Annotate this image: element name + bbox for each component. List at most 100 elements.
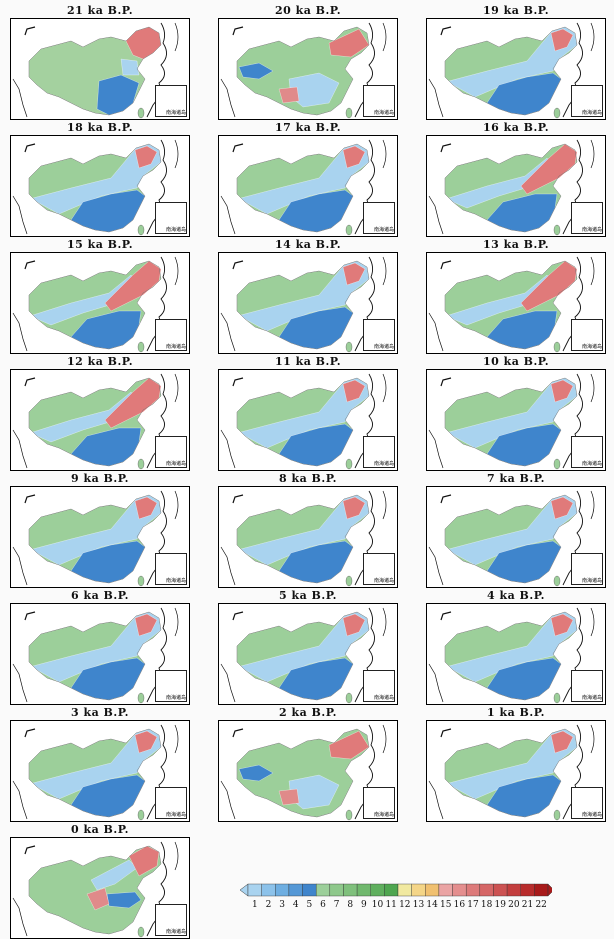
map-panel: 19 ka B.P. 南海诸岛: [426, 4, 606, 120]
colorbar-max-arrow: [547, 883, 555, 897]
panel-title: 11 ka B.P.: [274, 355, 342, 368]
colorbar-swatch: [315, 883, 331, 897]
china-map: [220, 22, 387, 119]
inset-label: 南海诸岛: [165, 110, 186, 116]
colorbar-tick-label: 1: [251, 900, 258, 910]
south-china-sea-inset: [363, 553, 395, 585]
south-china-sea-inset: [363, 85, 395, 117]
colorbar-swatch: [493, 883, 508, 897]
map-frame: 南海诸岛: [10, 252, 190, 354]
china-map: [220, 724, 387, 821]
inset-label: 南海诸岛: [373, 110, 394, 116]
colorbar-swatch: [397, 883, 412, 897]
panel-title: 18 ka B.P.: [66, 121, 134, 134]
colorbar-swatch: [261, 883, 276, 897]
map-panel: 4 ka B.P. 南海诸岛: [426, 589, 606, 705]
colorbar-swatch: [506, 883, 521, 897]
map-panel: 8 ka B.P. 南海诸岛: [218, 472, 398, 588]
colorbar-tick-label: 2: [265, 900, 272, 910]
panel-title: 4 ka B.P.: [487, 589, 545, 602]
map-frame: 南海诸岛: [218, 369, 398, 471]
china-map: [12, 841, 179, 938]
panel-title: 21 ka B.P.: [66, 4, 134, 17]
map-frame: 南海诸岛: [218, 486, 398, 588]
inset-label: 南海诸岛: [165, 461, 186, 467]
china-map: [428, 490, 595, 587]
map-frame: 南海诸岛: [426, 369, 606, 471]
map-frame: 南海诸岛: [426, 486, 606, 588]
inset-label: 南海诸岛: [581, 110, 602, 116]
map-frame: 南海诸岛: [10, 486, 190, 588]
map-panel: 17 ka B.P. 南海诸岛: [218, 121, 398, 237]
panel-title: 5 ka B.P.: [279, 589, 337, 602]
map-panel: 20 ka B.P. 南海诸岛: [218, 4, 398, 120]
china-map: [12, 373, 179, 470]
map-panel: 21 ka B.P. 南海诸岛: [10, 4, 190, 120]
colorbar-tick-label: 9: [361, 900, 367, 910]
china-map: [428, 607, 595, 704]
panel-title: 7 ka B.P.: [487, 472, 545, 485]
panel-title: 6 ka B.P.: [71, 589, 129, 602]
china-map: [12, 607, 179, 704]
panel-title: 19 ka B.P.: [482, 4, 550, 17]
map-frame: 南海诸岛: [10, 369, 190, 471]
inset-label: 南海诸岛: [581, 227, 602, 233]
map-frame: 南海诸岛: [218, 135, 398, 237]
south-china-sea-inset: [571, 553, 603, 585]
map-panel: 12 ka B.P. 南海诸岛: [10, 355, 190, 471]
map-frame: 南海诸岛: [10, 18, 190, 120]
colorbar-tick-label: 14: [426, 900, 438, 910]
panel-title: 2 ka B.P.: [279, 706, 337, 719]
south-china-sea-inset: [571, 436, 603, 468]
colorbar-swatch: [343, 883, 358, 897]
colorbar-tick-label: 10: [371, 900, 384, 910]
colorbar-tick-label: 8: [347, 900, 354, 910]
china-map: [220, 139, 387, 236]
south-china-sea-inset: [155, 670, 187, 702]
panel-title: 10 ka B.P.: [482, 355, 550, 368]
map-frame: 南海诸岛: [218, 603, 398, 705]
panel-title: 13 ka B.P.: [482, 238, 550, 251]
colorbar-tick-label: 13: [412, 900, 425, 910]
china-map: [220, 607, 387, 704]
colorbar-tick-label: 21: [521, 900, 534, 910]
map-frame: 南海诸岛: [10, 837, 190, 939]
inset-label: 南海诸岛: [373, 227, 394, 233]
map-panel: 9 ka B.P. 南海诸岛: [10, 472, 190, 588]
south-china-sea-inset: [155, 787, 187, 819]
colorbar-tick-label: 16: [453, 900, 466, 910]
china-map: [428, 256, 595, 353]
map-frame: 南海诸岛: [426, 18, 606, 120]
map-panel: 2 ka B.P. 南海诸岛: [218, 706, 398, 822]
south-china-sea-inset: [155, 319, 187, 351]
map-panel: 6 ka B.P. 南海诸岛: [10, 589, 190, 705]
panel-title: 16 ka B.P.: [482, 121, 550, 134]
map-panel: 3 ka B.P. 南海诸岛: [10, 706, 190, 822]
south-china-sea-inset: [155, 202, 187, 234]
colorbar: [239, 883, 555, 897]
china-map: [12, 724, 179, 821]
south-china-sea-inset: [571, 787, 603, 819]
inset-label: 南海诸岛: [165, 695, 186, 701]
colorbar-swatch: [384, 883, 399, 897]
map-panel: 10 ka B.P. 南海诸岛: [426, 355, 606, 471]
colorbar-swatch: [288, 883, 303, 897]
map-frame: 南海诸岛: [426, 252, 606, 354]
inset-label: 南海诸岛: [581, 461, 602, 467]
colorbar-swatch: [465, 883, 481, 897]
south-china-sea-inset: [363, 436, 395, 468]
panel-title: 9 ka B.P.: [71, 472, 129, 485]
map-frame: 南海诸岛: [426, 603, 606, 705]
south-china-sea-inset: [363, 319, 395, 351]
panel-title: 17 ka B.P.: [274, 121, 342, 134]
inset-label: 南海诸岛: [581, 812, 602, 818]
inset-label: 南海诸岛: [373, 344, 394, 350]
colorbar-swatch: [247, 883, 262, 897]
map-panel: 18 ka B.P. 南海诸岛: [10, 121, 190, 237]
inset-label: 南海诸岛: [581, 344, 602, 350]
south-china-sea-inset: [571, 670, 603, 702]
china-map: [12, 490, 179, 587]
colorbar-swatch: [411, 883, 426, 897]
china-map: [428, 724, 595, 821]
south-china-sea-inset: [155, 436, 187, 468]
